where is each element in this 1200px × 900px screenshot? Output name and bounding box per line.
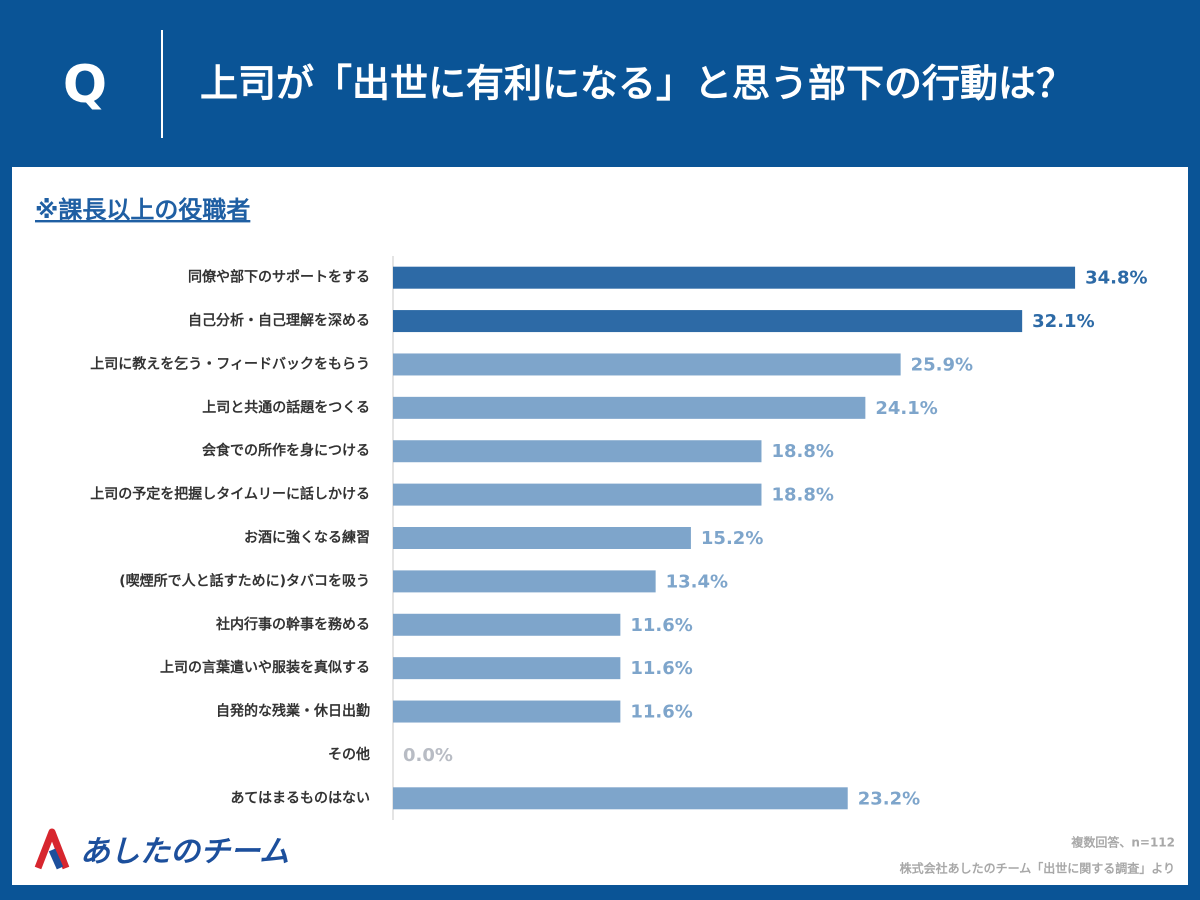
bar — [393, 527, 691, 549]
value-label: 18.8% — [771, 441, 833, 462]
logo: あしたのチーム — [34, 828, 289, 870]
bar — [393, 396, 866, 419]
value-label: 13.4% — [666, 571, 728, 592]
bar — [393, 570, 656, 593]
logo-text: あしたのチーム — [80, 835, 289, 870]
q-icon: Q — [63, 55, 107, 115]
category-label: 同僚や部下のサポートをする — [188, 269, 370, 286]
category-label: あてはまるものはない — [231, 790, 370, 806]
title: 上司が「出世に有利になる」と思う部下の行動は？ — [200, 62, 1074, 106]
bar — [393, 440, 762, 463]
bar — [393, 700, 621, 723]
bar — [393, 353, 901, 376]
value-label: 11.6% — [630, 615, 692, 636]
category-label: 会食での所作を身につける — [202, 442, 370, 459]
category-label: 社内行事の幹事を務める — [215, 616, 370, 633]
value-label: 34.8% — [1085, 268, 1147, 289]
logo-mark — [34, 828, 70, 870]
note: 複数回答、n=112 — [1070, 835, 1175, 850]
category-label: (喫煙所で人と話すために)タバコを吸う — [119, 572, 370, 589]
category-label: 上司に教えを乞う・フィードバックをもらう — [90, 355, 370, 372]
value-label: 11.6% — [630, 702, 692, 723]
value-label: 23.2% — [858, 788, 920, 809]
category-label: 上司の予定を把握しタイムリーに話しかける — [90, 486, 370, 503]
bar — [393, 266, 1076, 289]
bar — [393, 310, 1023, 333]
source: 株式会社あしたのチーム「出世に関する調査」より — [900, 861, 1175, 876]
value-label: 25.9% — [911, 354, 973, 375]
bar — [393, 657, 621, 680]
value-label: 18.8% — [771, 485, 833, 506]
category-label: 自己分析・自己理解を深める — [188, 312, 370, 329]
category-label: 上司と共通の話題をつくる — [202, 399, 370, 416]
value-label: 15.2% — [701, 528, 763, 549]
value-label: 0.0% — [403, 745, 453, 766]
bar — [393, 787, 848, 810]
value-label: 32.1% — [1032, 311, 1094, 332]
logo-mark-accent — [48, 848, 64, 870]
value-label: 11.6% — [630, 658, 692, 679]
subtitle: ※課長以上の役職者 — [35, 196, 250, 224]
category-label: その他 — [328, 746, 370, 763]
value-label: 24.1% — [875, 398, 937, 419]
category-label: 上司の言葉遣いや服装を真似する — [160, 659, 370, 676]
category-label: 自発的な残業・休日出勤 — [216, 703, 370, 720]
category-label: お酒に強くなる練習 — [244, 529, 370, 546]
bar — [393, 483, 762, 506]
bar — [393, 613, 621, 636]
